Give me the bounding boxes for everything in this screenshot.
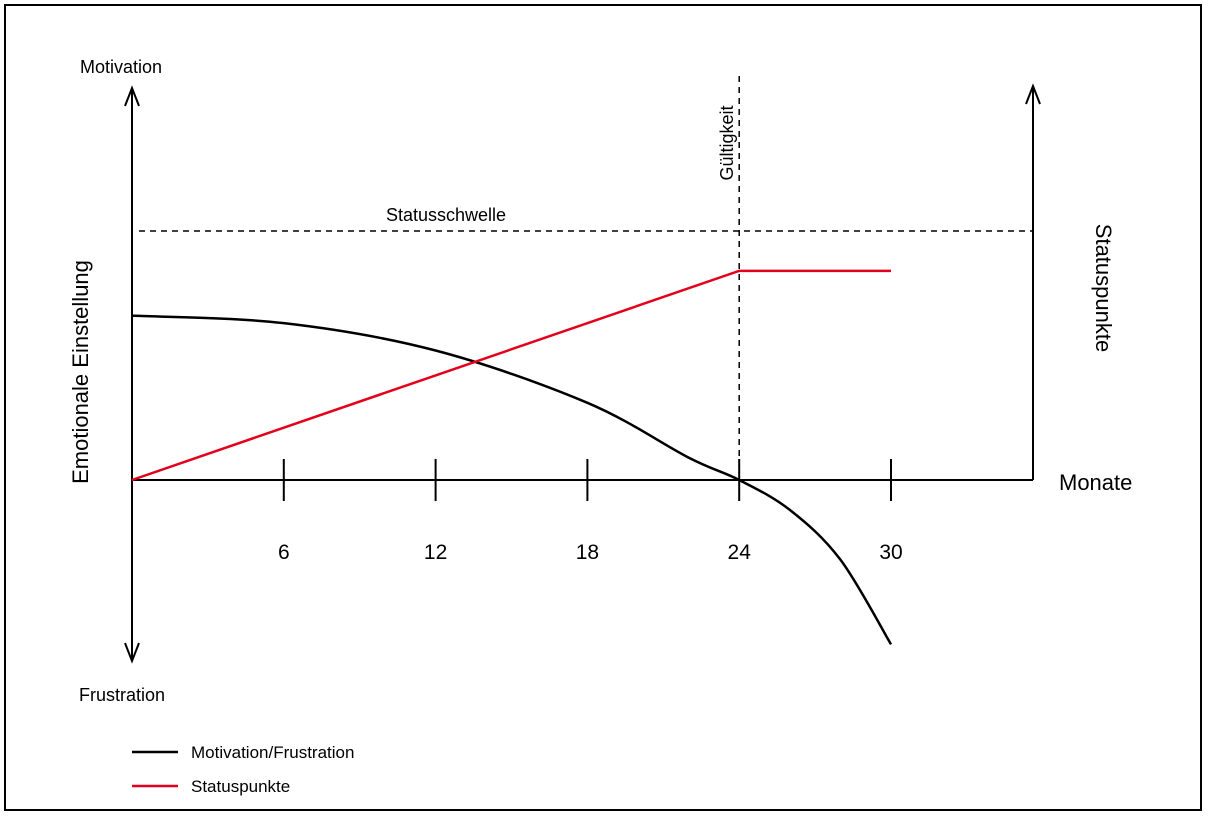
y-bottom-label: Frustration xyxy=(79,685,165,705)
y-axis-right-label: Statuspunkte xyxy=(1091,224,1116,352)
y-axis-right-arrow-up xyxy=(1025,83,1041,105)
x-ticks: 6 12 18 24 30 xyxy=(278,459,903,564)
x-tick-label-12: 12 xyxy=(424,541,447,564)
y-axis-left-label: Emotionale Einstellung xyxy=(68,260,93,484)
y-top-label: Motivation xyxy=(80,57,162,77)
x-tick-label-24: 24 xyxy=(728,541,752,564)
series-group xyxy=(131,269,893,645)
series-line-motivation xyxy=(131,314,893,645)
chart-frame: 6 12 18 24 30 Motivation Frustration Monate … xyxy=(4,4,1202,811)
y-axis-left-arrow-up xyxy=(124,85,140,107)
legend: Motivation/Frustration Statuspunkte xyxy=(132,743,354,796)
legend-label-motivation: Motivation/Frustration xyxy=(191,743,354,762)
threshold-label: Statusschwelle xyxy=(386,205,506,225)
chart: 6 12 18 24 30 Motivation Frustration Monate … xyxy=(68,57,1132,796)
x-tick-label-18: 18 xyxy=(576,541,599,564)
legend-label-statuspunkte: Statuspunkte xyxy=(191,777,290,796)
x-axis-label: Monate xyxy=(1059,470,1132,495)
validity-label: Gültigkeit xyxy=(717,105,737,180)
series-line-statuspunkte xyxy=(131,269,891,482)
y-axis-left-arrow-down xyxy=(124,642,140,664)
x-tick-label-6: 6 xyxy=(278,541,290,564)
x-tick-label-30: 30 xyxy=(879,541,902,564)
